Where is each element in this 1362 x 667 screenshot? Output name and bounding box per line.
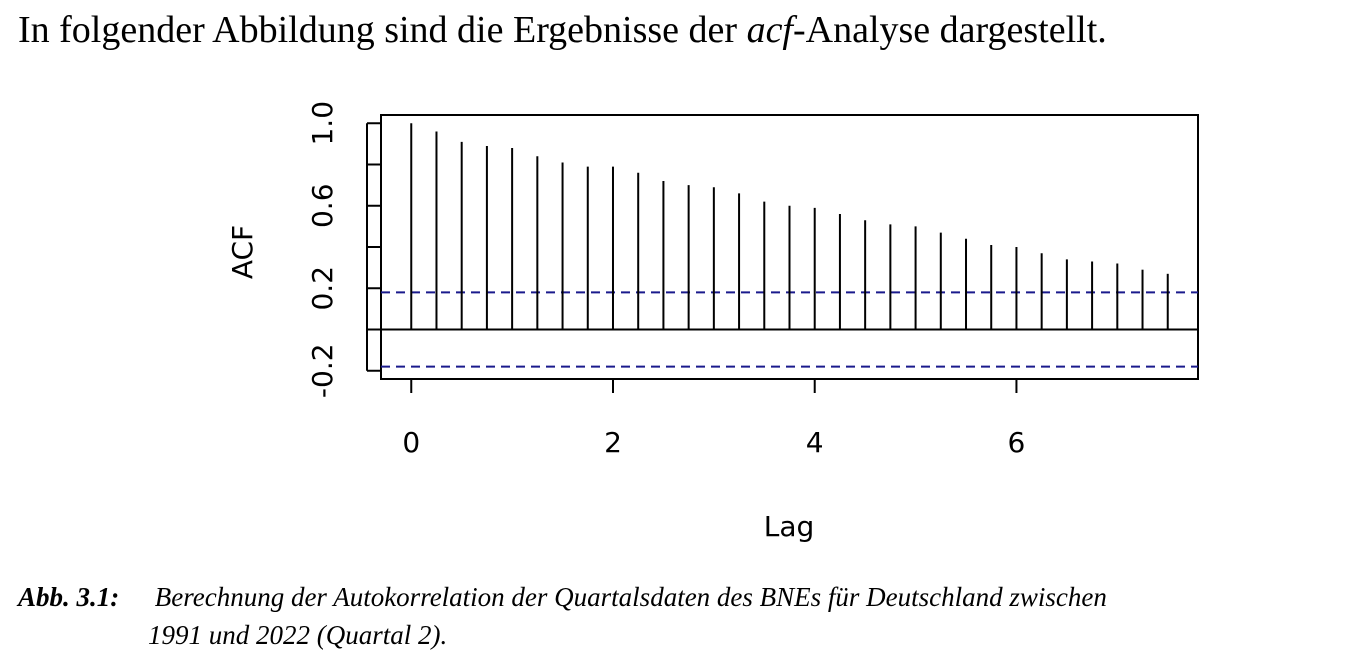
caption-line-2: 1991 und 2022 (Quartal 2). [148, 620, 448, 650]
intro-text: In folgender Abbildung sind die Ergebnis… [18, 8, 1107, 52]
x-tick-label: 0 [402, 426, 420, 459]
intro-emphasis: acf [746, 9, 793, 51]
intro-after: -Analyse dargestellt. [793, 9, 1107, 51]
y-tick-label: -0.2 [306, 343, 339, 398]
y-axis-label: ACF [226, 225, 259, 279]
y-tick-label: 0.2 [306, 266, 339, 311]
stems-group [381, 123, 1198, 368]
x-tick-label: 2 [604, 426, 622, 459]
y-tick-label: 0.6 [306, 183, 339, 228]
caption-label: Abb. 3.1: [18, 582, 120, 612]
y-tick-label: 1.0 [306, 101, 339, 146]
x-axis-label: Lag [764, 510, 815, 543]
x-tick-label: 6 [1008, 426, 1026, 459]
x-tick-label: 4 [806, 426, 824, 459]
intro-before: In folgender Abbildung sind die Ergebnis… [18, 9, 747, 51]
axes-group: 0 2 4 6 -0.2 0.2 0.6 1.0 [306, 101, 1025, 459]
acf-chart: 0 2 4 6 -0.2 0.2 0.6 1.0 ACF Lag [226, 101, 1199, 543]
caption-line-1: Berechnung der Autokorrelation der Quart… [148, 582, 1107, 612]
figure-caption: Abb. 3.1: Berechnung der Autokorrelation… [18, 578, 1358, 654]
